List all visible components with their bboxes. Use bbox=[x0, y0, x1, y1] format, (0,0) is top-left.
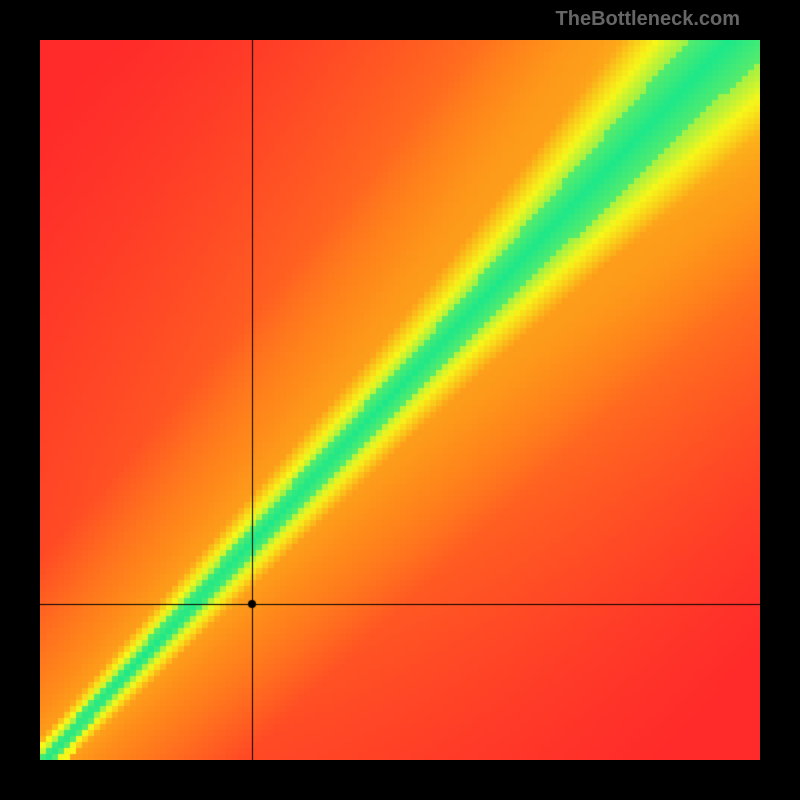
watermark-text: TheBottleneck.com bbox=[556, 8, 740, 31]
heatmap-plot-area bbox=[40, 40, 760, 760]
heatmap-canvas bbox=[40, 40, 760, 760]
